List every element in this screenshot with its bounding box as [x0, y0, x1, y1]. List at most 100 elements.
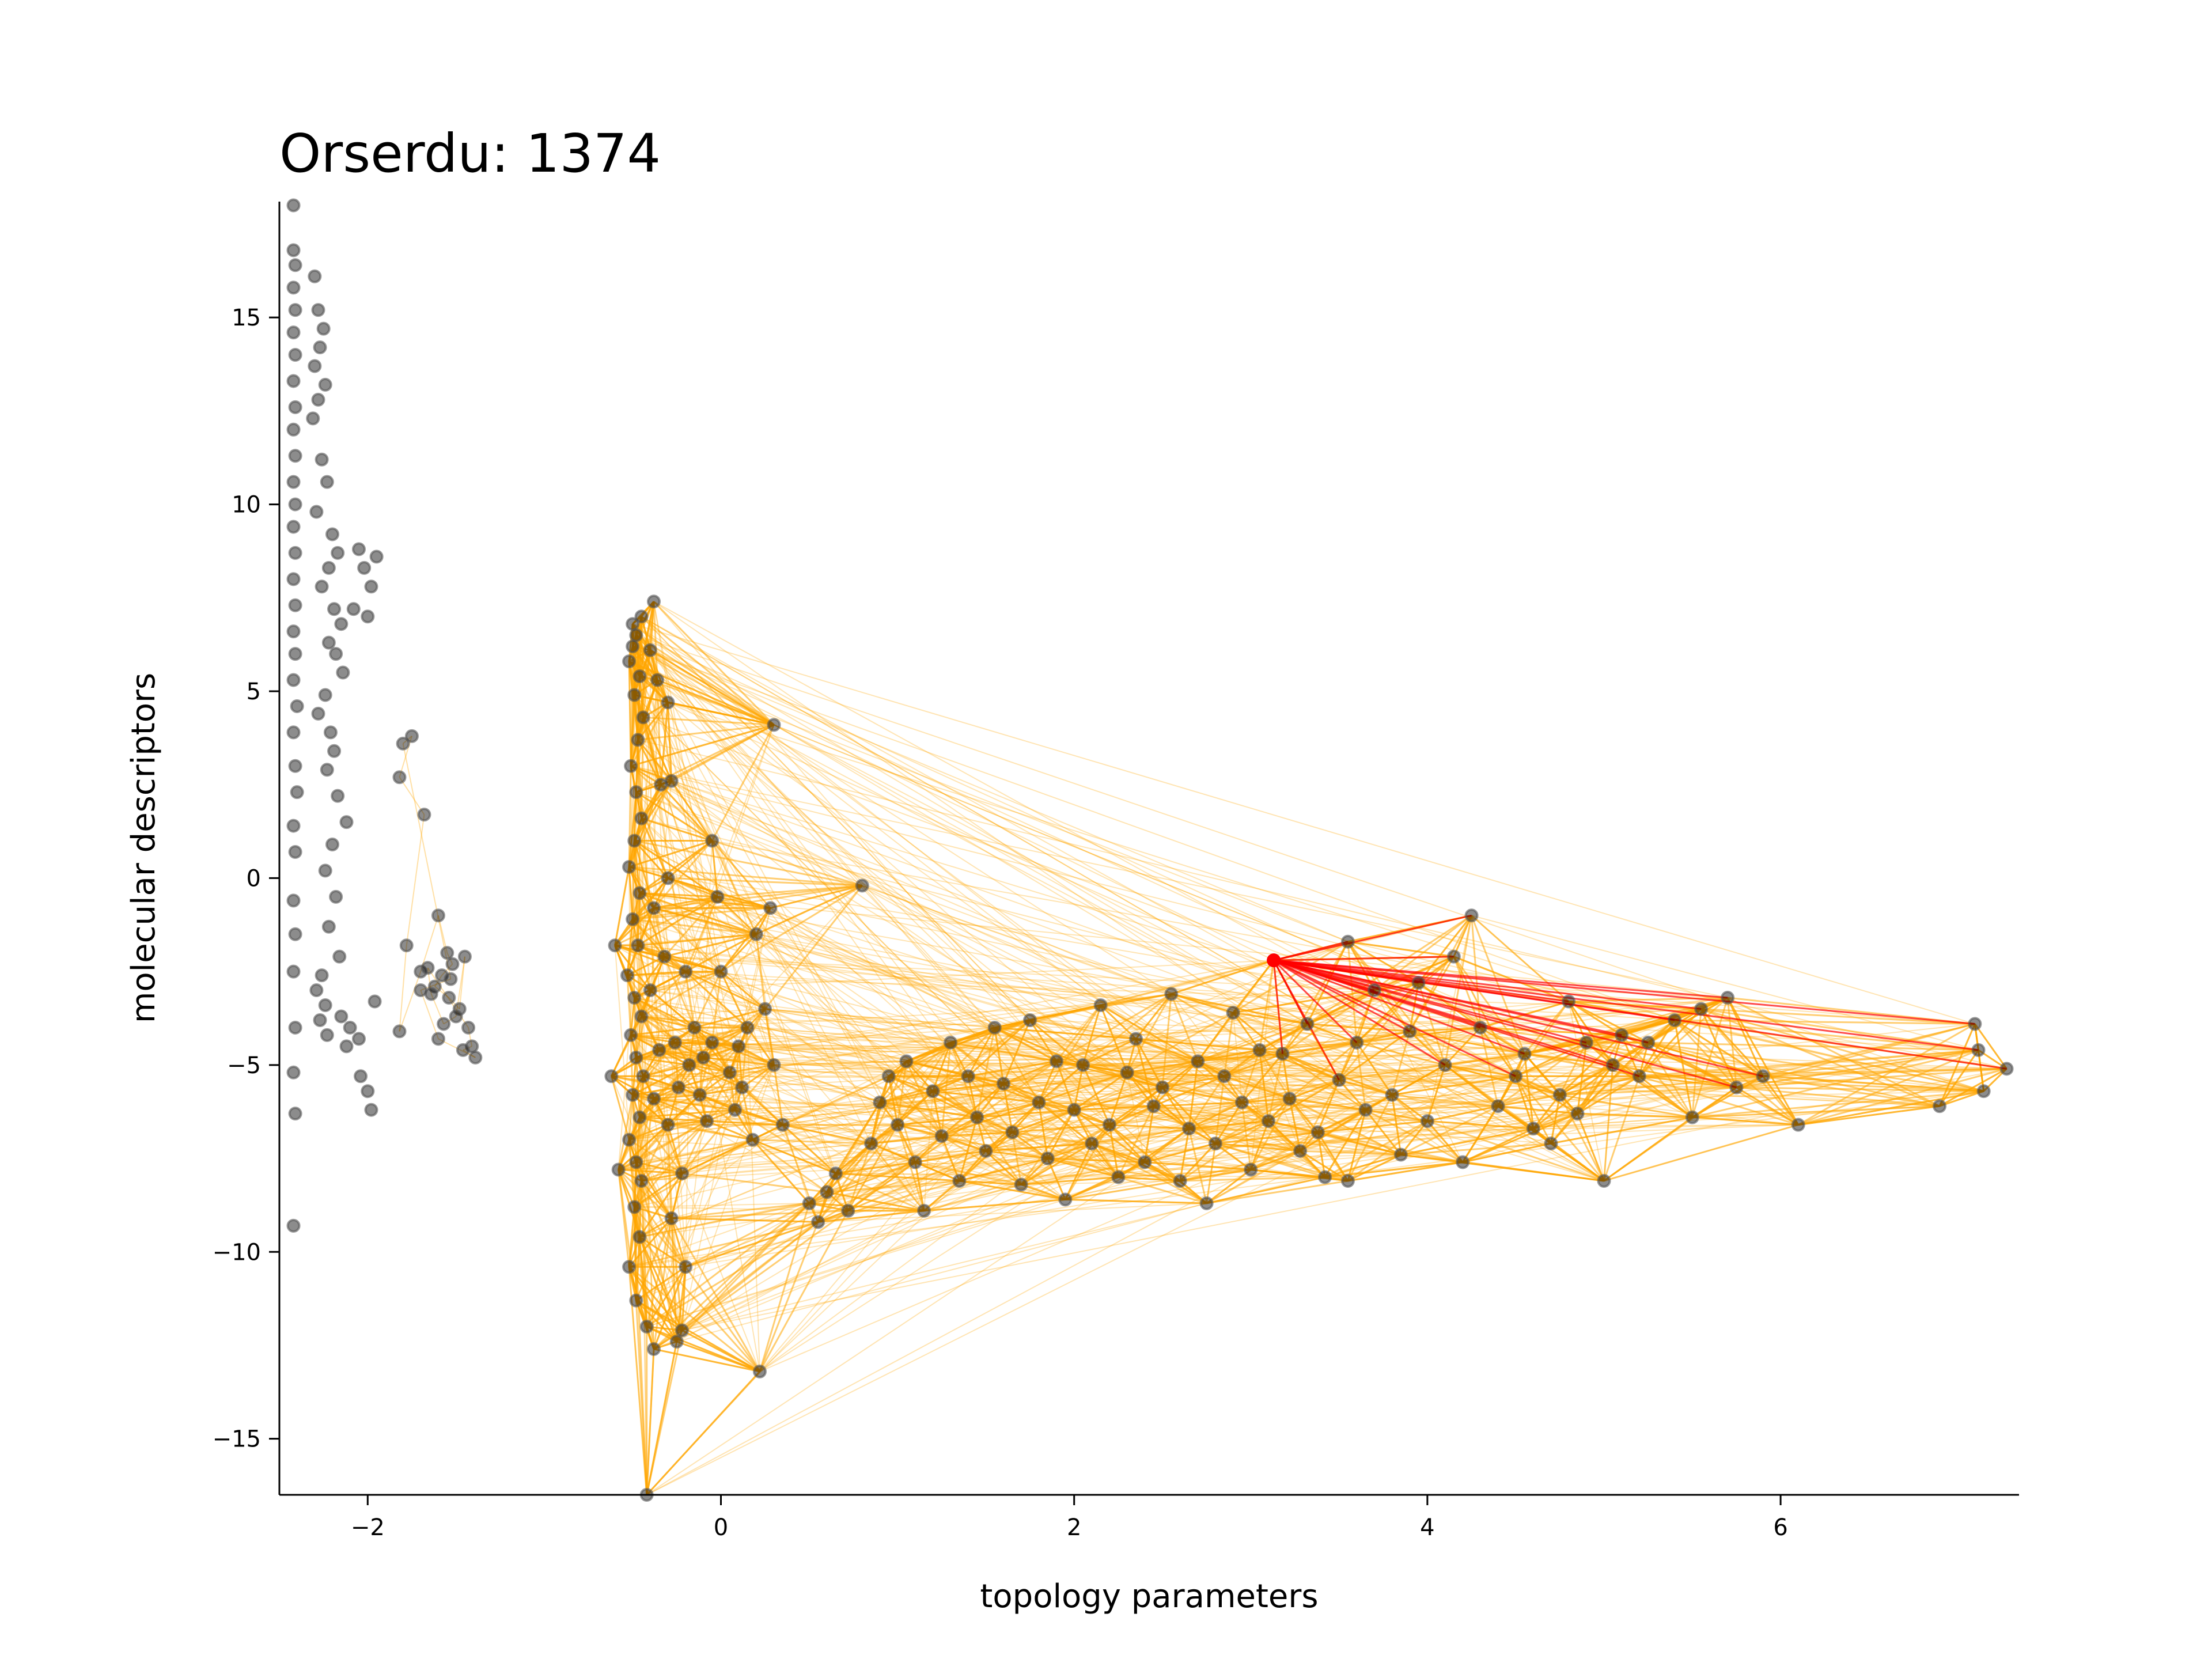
data-point [626, 639, 640, 654]
edge [818, 1202, 1207, 1223]
data-point [767, 1058, 781, 1072]
edge [967, 1075, 978, 1118]
data-point [325, 838, 339, 852]
data-point [1544, 1137, 1558, 1151]
edge [653, 907, 1357, 1043]
edge [1604, 1124, 1799, 1182]
edge [1198, 1052, 1283, 1062]
edge [634, 840, 1057, 1062]
edge [1047, 1157, 1145, 1164]
data-point [1173, 1173, 1187, 1188]
data-point [1199, 1196, 1214, 1210]
edge [632, 993, 1172, 1096]
edge [809, 1202, 925, 1212]
edge [641, 1180, 678, 1342]
edge [720, 885, 863, 972]
edge [809, 1041, 1587, 1204]
edge [636, 634, 1984, 1092]
data-point [740, 1020, 755, 1035]
edge [646, 1349, 655, 1495]
edge [752, 1139, 836, 1174]
edge [658, 1027, 695, 1051]
edge [1445, 1052, 1525, 1066]
edge [399, 945, 407, 1032]
edge [628, 1139, 672, 1219]
edge [1065, 1180, 1180, 1200]
data-point [749, 927, 763, 941]
edge [399, 971, 422, 1032]
edge [994, 1027, 1057, 1062]
edge [1798, 1090, 1984, 1126]
y-tick-label: 15 [232, 305, 261, 331]
x-tick-label: 2 [1067, 1514, 1081, 1541]
edge [847, 1143, 872, 1211]
edge [1559, 1086, 1737, 1096]
edge [618, 1154, 1401, 1171]
data-point [752, 1364, 767, 1378]
edge [1056, 993, 1172, 1062]
data-point [629, 785, 643, 800]
edge [641, 971, 687, 1017]
edge [711, 840, 757, 935]
edge [653, 907, 1604, 1181]
edge [639, 893, 654, 1349]
edge [1038, 1071, 1128, 1104]
edge [1426, 1065, 1446, 1122]
data-point [714, 964, 728, 979]
data-point [286, 475, 301, 489]
edge [441, 963, 453, 976]
edge [635, 791, 713, 842]
edge [639, 1116, 753, 1141]
edge [685, 1042, 713, 1267]
edge [618, 1098, 655, 1171]
edge [639, 840, 713, 894]
edge [641, 1139, 753, 1182]
edge [659, 1049, 1004, 1085]
edge [632, 646, 1274, 961]
y-tick-label: −10 [213, 1239, 261, 1266]
data-point [351, 542, 366, 556]
edge [1162, 1075, 1225, 1089]
edge [1400, 1154, 1604, 1182]
edge [618, 1124, 1798, 1171]
edge [615, 944, 686, 973]
edge [632, 646, 1181, 1181]
edge [1674, 1019, 1984, 1092]
edge [741, 1087, 849, 1211]
data-point [286, 1065, 301, 1080]
edge [702, 1057, 736, 1111]
data-point [286, 520, 301, 534]
data-point [1385, 1088, 1399, 1102]
edge [1621, 1034, 1737, 1089]
highlight-edge [1273, 959, 1516, 1077]
edge [1267, 1054, 1283, 1122]
edge [632, 918, 756, 935]
edge [671, 1218, 678, 1342]
edge [755, 934, 766, 1009]
data-point [290, 785, 304, 800]
data-point [661, 695, 675, 710]
edge [729, 1027, 748, 1073]
edge [642, 1075, 669, 1126]
edge [817, 1124, 899, 1223]
data-point [334, 617, 349, 631]
data-point [604, 1069, 619, 1084]
edge [759, 1210, 849, 1372]
data-point [1570, 1107, 1585, 1121]
edge [711, 971, 722, 1043]
edge [685, 1060, 1198, 1268]
edge [717, 896, 1119, 1178]
edge [631, 892, 641, 920]
edge [635, 634, 775, 726]
data-point [1756, 1069, 1770, 1084]
data-point [1058, 1192, 1073, 1207]
edge [664, 896, 718, 957]
data-point [290, 699, 304, 713]
edge [685, 907, 771, 972]
edge [618, 1169, 683, 1175]
data-point [315, 452, 329, 467]
edge [658, 1027, 748, 1051]
data-point [286, 325, 301, 340]
edge [641, 817, 1613, 1066]
edge [835, 1142, 872, 1175]
